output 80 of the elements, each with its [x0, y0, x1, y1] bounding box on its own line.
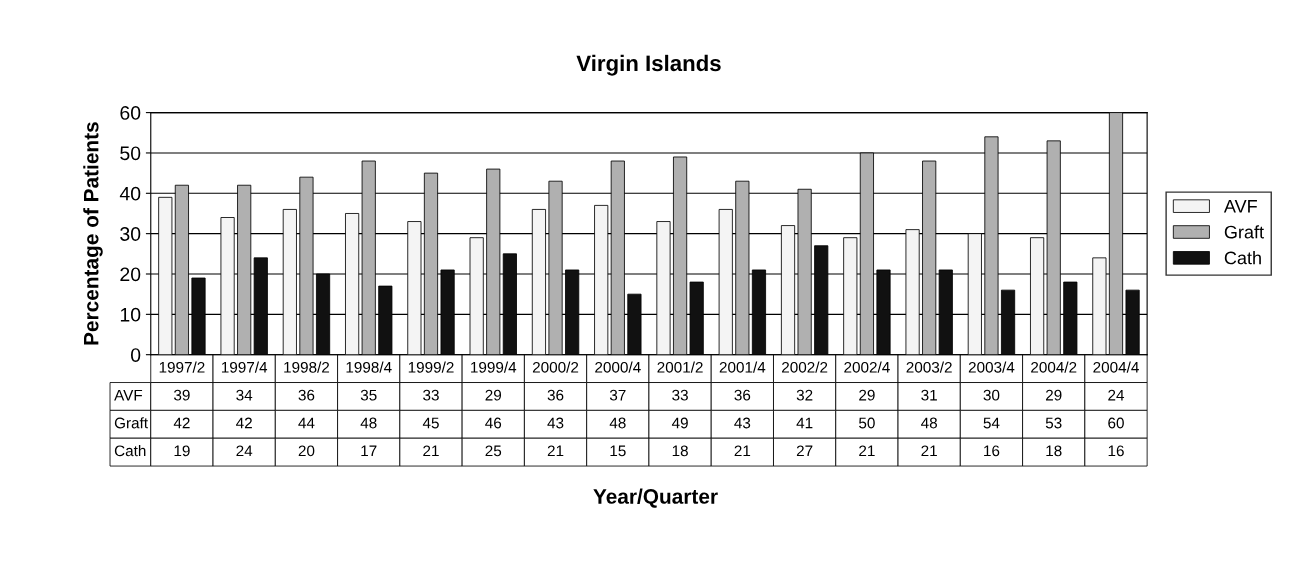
- y-tick-label: 0: [130, 348, 141, 362]
- x-tick-label: 2004/4: [1093, 361, 1139, 373]
- data-label: 18: [672, 445, 688, 457]
- x-tick-label: 2001/2: [657, 361, 703, 373]
- x-tick-label: 1998/2: [284, 361, 330, 373]
- x-tick-label: 2001/4: [719, 361, 766, 373]
- x-tick-label: 2000/2: [532, 361, 579, 373]
- x-tick-label: 1999/2: [408, 361, 454, 373]
- chart-title: Virgin Islands: [576, 54, 721, 76]
- data-label: 29: [485, 389, 502, 401]
- legend-label: Graft: [1224, 225, 1264, 239]
- data-label: 42: [173, 417, 190, 429]
- data-label: 33: [423, 389, 439, 401]
- x-tick-label: 2004/2: [1031, 361, 1077, 373]
- data-label: 24: [1108, 389, 1125, 401]
- x-tick-label: 2002/4: [844, 361, 890, 373]
- y-tick-label: 10: [120, 307, 141, 322]
- data-label: 16: [984, 445, 1000, 457]
- y-tick-label: 50: [120, 146, 141, 161]
- x-tick-label: 1997/4: [221, 361, 268, 373]
- data-label: 31: [921, 389, 937, 401]
- x-tick-label: 1997/2: [159, 361, 205, 373]
- data-label: 46: [485, 417, 502, 429]
- data-label: 50: [859, 417, 875, 429]
- y-tick-label: 60: [120, 106, 141, 120]
- data-label: 21: [734, 445, 751, 457]
- data-label: 35: [360, 389, 377, 401]
- legend-label: Cath: [1224, 251, 1261, 265]
- data-label: 16: [1108, 445, 1124, 457]
- data-label: 37: [609, 389, 626, 401]
- data-label: 15: [610, 445, 626, 457]
- data-label: 19: [174, 445, 190, 457]
- data-label: 24: [236, 445, 253, 457]
- data-label: 21: [859, 445, 875, 457]
- data-label: 21: [921, 445, 937, 457]
- y-axis-title: Percentage of Patients: [83, 122, 103, 345]
- x-tick-label: 2000/4: [595, 361, 641, 373]
- data-label: 27: [796, 445, 813, 457]
- x-tick-label: 2002/2: [782, 361, 828, 373]
- data-label: 53: [1045, 417, 1062, 429]
- data-label: 39: [173, 389, 190, 401]
- data-label: 44: [298, 417, 315, 429]
- data-label: 29: [859, 389, 875, 401]
- data-label: 54: [983, 417, 1000, 429]
- legend-label: AVF: [1223, 200, 1257, 213]
- data-label: 17: [361, 445, 377, 457]
- text: AVF: [114, 389, 143, 401]
- data-label: 36: [298, 389, 315, 401]
- data-label: 45: [422, 417, 439, 429]
- y-tick-label: 40: [119, 186, 141, 201]
- data-label: 36: [734, 389, 751, 401]
- x-tick-label: 2003/4: [968, 361, 1015, 373]
- data-label: 18: [1046, 445, 1062, 457]
- data-label: 42: [236, 417, 252, 429]
- data-label: 48: [360, 417, 377, 429]
- x-tick-label: 1999/4: [471, 361, 517, 373]
- data-label: 48: [921, 417, 937, 429]
- data-label: 21: [423, 445, 439, 457]
- data-label: 43: [734, 417, 751, 429]
- y-tick-label: 30: [120, 227, 141, 241]
- data-label: 43: [547, 417, 564, 429]
- text: Graft: [114, 417, 148, 429]
- data-label: 33: [672, 389, 688, 401]
- x-tick-label: 1998/4: [346, 361, 392, 373]
- data-label: 48: [609, 417, 626, 429]
- data-label: 20: [298, 445, 315, 457]
- data-label: 25: [485, 445, 502, 457]
- data-label: 34: [236, 389, 253, 401]
- x-tick-label: 2003/2: [906, 361, 952, 373]
- data-label: 21: [547, 445, 564, 457]
- text: Cath: [114, 445, 146, 457]
- data-label: 36: [547, 389, 564, 401]
- data-label: 30: [983, 389, 1000, 401]
- text: Year/Quarter: [593, 488, 718, 508]
- data-label: 41: [796, 417, 813, 429]
- y-tick-label: 20: [120, 267, 141, 282]
- data-label: 60: [1108, 417, 1124, 429]
- data-label: 32: [796, 389, 813, 401]
- data-label: 29: [1045, 389, 1062, 401]
- data-label: 49: [671, 417, 688, 429]
